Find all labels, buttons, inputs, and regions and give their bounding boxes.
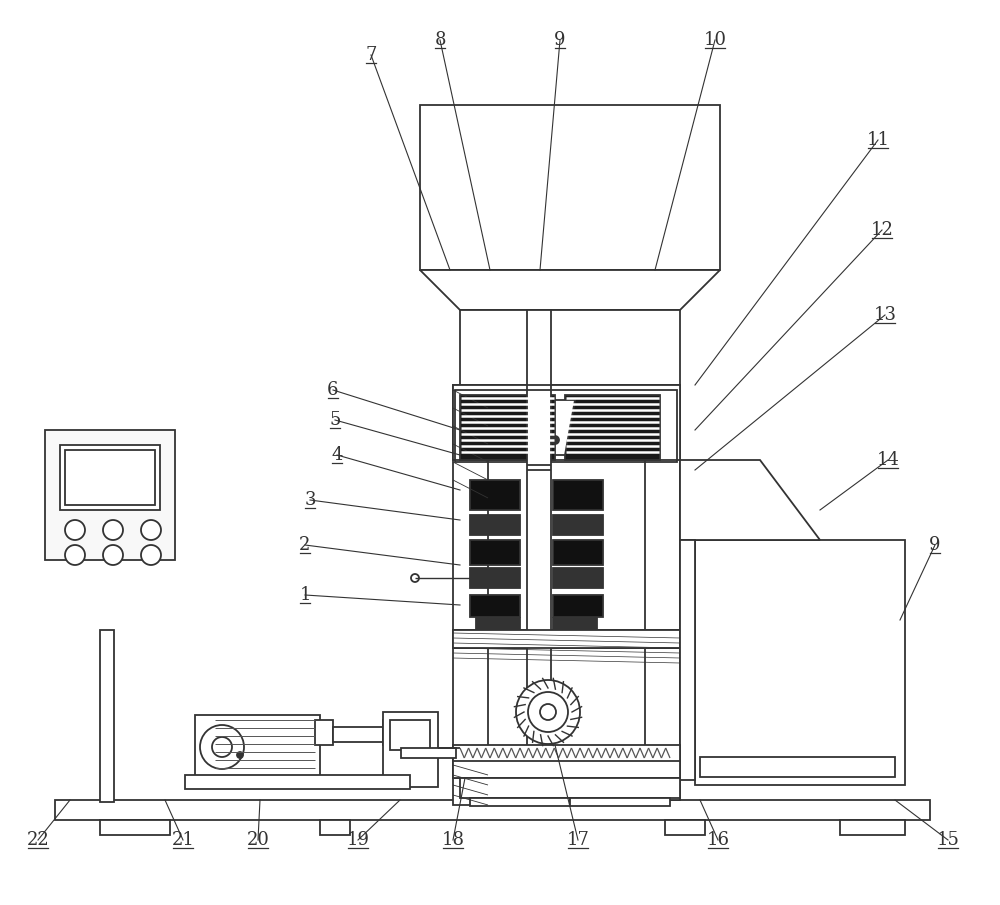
Bar bbox=[60, 445, 160, 510]
Bar bbox=[665, 820, 705, 835]
Text: 11: 11 bbox=[866, 131, 890, 149]
Bar bbox=[455, 390, 677, 462]
Bar bbox=[460, 395, 555, 460]
Bar bbox=[453, 760, 680, 778]
Bar bbox=[453, 385, 680, 460]
Bar bbox=[553, 568, 603, 588]
Circle shape bbox=[516, 680, 580, 744]
Text: 18: 18 bbox=[442, 831, 464, 849]
Bar bbox=[470, 540, 520, 565]
Bar bbox=[453, 630, 680, 648]
Bar bbox=[333, 727, 383, 742]
Circle shape bbox=[540, 704, 556, 720]
Bar bbox=[55, 800, 930, 820]
Bar bbox=[700, 757, 895, 777]
Bar bbox=[470, 480, 520, 510]
Circle shape bbox=[411, 574, 419, 582]
Bar bbox=[65, 450, 155, 505]
Polygon shape bbox=[420, 270, 720, 310]
Text: 7: 7 bbox=[365, 46, 377, 64]
Bar bbox=[570, 798, 670, 806]
Circle shape bbox=[200, 725, 244, 769]
Text: 6: 6 bbox=[327, 381, 339, 399]
Circle shape bbox=[103, 520, 123, 540]
Bar bbox=[100, 820, 170, 835]
Text: 4: 4 bbox=[331, 446, 343, 464]
Bar bbox=[45, 430, 175, 560]
Bar bbox=[470, 798, 570, 806]
Circle shape bbox=[103, 545, 123, 565]
Bar bbox=[453, 630, 680, 648]
Bar bbox=[383, 720, 401, 745]
Text: 10: 10 bbox=[704, 31, 726, 49]
Text: 14: 14 bbox=[877, 451, 899, 469]
Text: 19: 19 bbox=[347, 831, 370, 849]
Text: 3: 3 bbox=[304, 491, 316, 509]
Text: 5: 5 bbox=[329, 411, 341, 429]
Bar bbox=[680, 540, 695, 780]
Polygon shape bbox=[680, 460, 820, 540]
Bar bbox=[527, 310, 551, 770]
Text: 15: 15 bbox=[937, 831, 959, 849]
Circle shape bbox=[65, 545, 85, 565]
Bar bbox=[401, 748, 456, 758]
Text: 20: 20 bbox=[247, 831, 269, 849]
Text: 2: 2 bbox=[299, 536, 311, 554]
Bar bbox=[553, 618, 597, 630]
Polygon shape bbox=[555, 400, 575, 455]
Circle shape bbox=[65, 520, 85, 540]
Circle shape bbox=[212, 737, 232, 757]
Bar bbox=[470, 568, 520, 588]
Text: 9: 9 bbox=[929, 536, 941, 554]
Bar bbox=[100, 630, 114, 802]
Bar bbox=[320, 820, 350, 835]
Text: 17: 17 bbox=[567, 831, 589, 849]
Bar bbox=[460, 310, 680, 385]
Bar bbox=[565, 395, 660, 460]
Text: 12: 12 bbox=[871, 221, 893, 239]
Bar bbox=[476, 618, 520, 630]
Text: 22: 22 bbox=[27, 831, 49, 849]
Bar bbox=[453, 385, 488, 805]
Text: 8: 8 bbox=[434, 31, 446, 49]
Bar bbox=[460, 778, 680, 798]
Circle shape bbox=[237, 752, 243, 758]
Bar bbox=[553, 595, 603, 617]
Bar bbox=[453, 745, 680, 761]
Bar bbox=[553, 480, 603, 510]
Bar bbox=[695, 540, 905, 785]
Bar bbox=[553, 540, 603, 565]
Text: 9: 9 bbox=[554, 31, 566, 49]
Text: 21: 21 bbox=[172, 831, 194, 849]
Bar bbox=[840, 820, 905, 835]
Circle shape bbox=[528, 692, 568, 732]
Text: 13: 13 bbox=[874, 306, 896, 324]
Bar bbox=[315, 720, 333, 745]
Bar bbox=[470, 515, 520, 535]
Bar bbox=[420, 105, 720, 270]
Bar bbox=[453, 760, 680, 778]
Bar bbox=[553, 515, 603, 535]
Circle shape bbox=[551, 436, 559, 444]
Text: 16: 16 bbox=[706, 831, 730, 849]
Text: 1: 1 bbox=[299, 586, 311, 604]
Bar bbox=[645, 385, 680, 800]
Bar bbox=[195, 715, 320, 780]
Bar bbox=[383, 712, 438, 787]
Bar bbox=[390, 720, 430, 750]
Bar bbox=[185, 775, 410, 789]
Circle shape bbox=[141, 545, 161, 565]
Bar bbox=[470, 595, 520, 617]
Circle shape bbox=[141, 520, 161, 540]
